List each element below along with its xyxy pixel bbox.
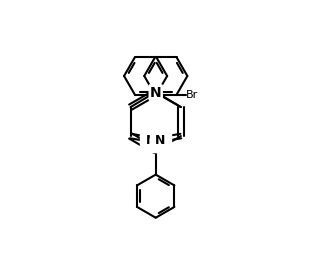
Text: N: N xyxy=(150,85,161,99)
Text: Br: Br xyxy=(186,90,198,100)
Text: N: N xyxy=(155,134,166,147)
Text: N: N xyxy=(146,134,156,147)
